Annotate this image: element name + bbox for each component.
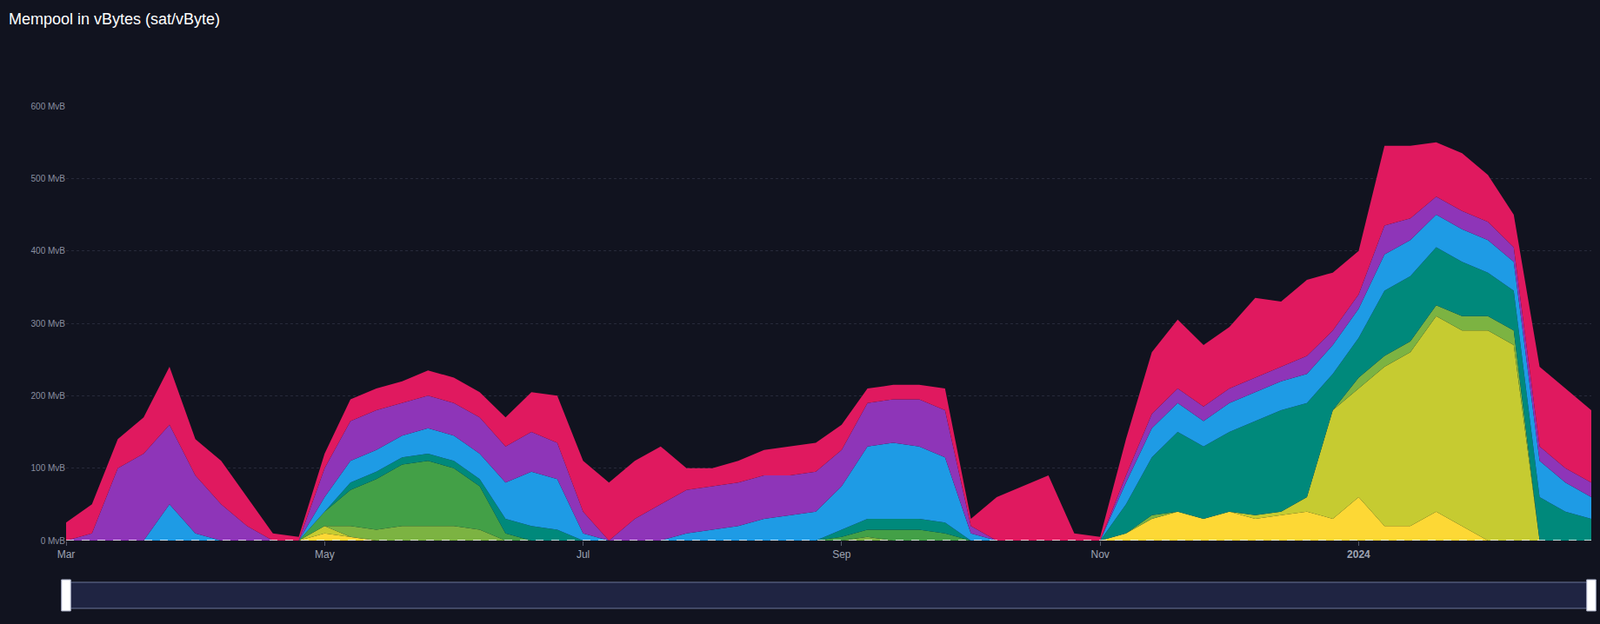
svg-text:500 MvB: 500 MvB (31, 173, 67, 184)
svg-text:2024: 2024 (1346, 548, 1371, 561)
svg-text:Mempool in vBytes (sat/vByte): Mempool in vBytes (sat/vByte) (8, 10, 220, 28)
svg-text:Jul: Jul (576, 548, 590, 561)
svg-text:400 MvB: 400 MvB (31, 246, 67, 256)
svg-text:600 MvB: 600 MvB (31, 101, 67, 112)
svg-text:0 MvB: 0 MvB (40, 536, 67, 547)
svg-text:200 MvB: 200 MvB (31, 391, 67, 401)
svg-text:Sep: Sep (832, 548, 852, 561)
svg-text:300 MvB: 300 MvB (31, 319, 67, 329)
svg-text:May: May (314, 548, 335, 561)
svg-text:Nov: Nov (1090, 548, 1109, 561)
svg-text:100 MvB: 100 MvB (31, 463, 67, 474)
svg-text:Mar: Mar (57, 548, 76, 561)
